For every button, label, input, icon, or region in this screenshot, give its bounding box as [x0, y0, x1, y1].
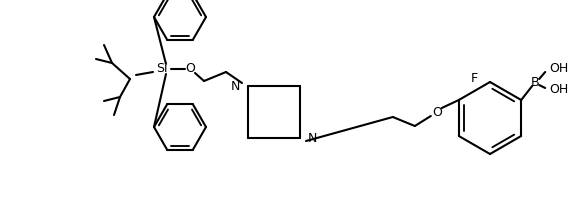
Text: B: B [531, 76, 539, 89]
Text: N: N [230, 79, 240, 92]
Text: O: O [432, 105, 442, 119]
Text: Si: Si [156, 62, 168, 76]
Text: OH: OH [549, 84, 569, 97]
Text: OH: OH [549, 62, 569, 76]
Text: O: O [185, 62, 195, 76]
Text: F: F [471, 71, 478, 84]
Text: N: N [308, 132, 318, 145]
